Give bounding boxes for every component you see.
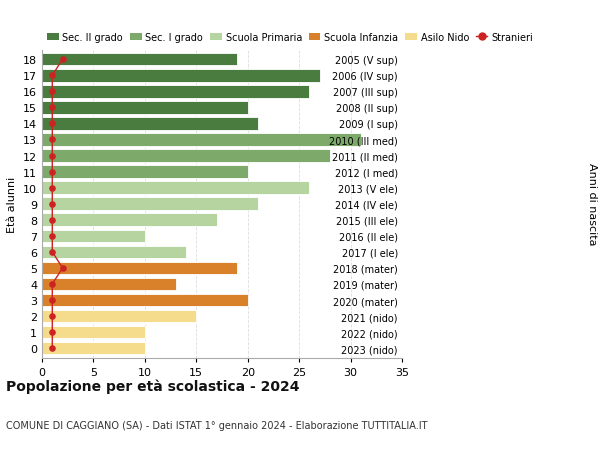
Y-axis label: Età alunni: Età alunni (7, 176, 17, 232)
Bar (42, 230, 145, 242)
Bar (42, 326, 145, 339)
Bar (42, 70, 320, 82)
Bar (42, 342, 145, 355)
Bar (42, 262, 238, 274)
Legend: Sec. II grado, Sec. I grado, Scuola Primaria, Scuola Infanzia, Asilo Nido, Stran: Sec. II grado, Sec. I grado, Scuola Prim… (47, 33, 533, 43)
Point (47, 345, 57, 352)
Point (47, 201, 57, 208)
Point (47, 329, 57, 336)
Point (47, 105, 57, 112)
Point (47, 313, 57, 320)
Point (47, 297, 57, 304)
Bar (42, 198, 258, 211)
Bar (42, 118, 258, 130)
Bar (42, 182, 310, 195)
Point (47, 89, 57, 96)
Bar (42, 246, 186, 258)
Text: Anni di nascita: Anni di nascita (587, 163, 597, 246)
Bar (42, 102, 248, 114)
Point (47, 249, 57, 256)
Bar (42, 214, 217, 227)
Point (47, 233, 57, 240)
Point (47, 168, 57, 176)
Point (47, 280, 57, 288)
Bar (42, 310, 196, 323)
Point (47, 185, 57, 192)
Point (47, 217, 57, 224)
Point (47, 152, 57, 160)
Text: Popolazione per età scolastica - 2024: Popolazione per età scolastica - 2024 (6, 379, 299, 393)
Bar (42, 134, 361, 146)
Bar (42, 294, 248, 307)
Point (58, 265, 67, 272)
Point (47, 136, 57, 144)
Bar (42, 54, 238, 67)
Bar (42, 150, 330, 162)
Point (47, 121, 57, 128)
Text: COMUNE DI CAGGIANO (SA) - Dati ISTAT 1° gennaio 2024 - Elaborazione TUTTITALIA.I: COMUNE DI CAGGIANO (SA) - Dati ISTAT 1° … (6, 420, 427, 430)
Bar (42, 278, 176, 291)
Point (47, 73, 57, 80)
Point (58, 56, 67, 64)
Bar (42, 86, 310, 98)
Bar (42, 166, 248, 179)
